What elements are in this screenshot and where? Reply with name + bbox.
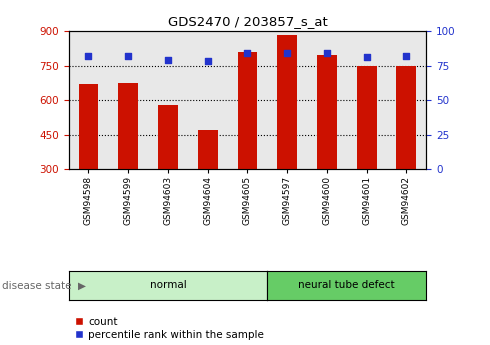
Point (244, 50, 251, 56)
Bar (277, 35, 297, 169)
Point (85, 53, 93, 59)
Title: GDS2470 / 203857_s_at: GDS2470 / 203857_s_at (168, 16, 327, 29)
Bar (118, 83, 138, 169)
Text: disease state  ▶: disease state ▶ (2, 280, 86, 290)
Bar (238, 52, 257, 169)
Point (402, 53, 410, 59)
Text: neural tube defect: neural tube defect (298, 280, 395, 290)
Point (283, 50, 291, 56)
Point (363, 55, 370, 60)
Point (164, 57, 172, 63)
Bar (78, 84, 98, 169)
Point (323, 50, 331, 56)
Bar (198, 130, 218, 169)
Text: normal: normal (149, 280, 186, 290)
Bar (396, 66, 416, 169)
Bar (357, 66, 377, 169)
Bar (317, 55, 337, 169)
Bar (158, 105, 178, 169)
Point (124, 53, 132, 59)
Legend: count, percentile rank within the sample: count, percentile rank within the sample (74, 317, 264, 340)
Point (204, 59, 212, 64)
